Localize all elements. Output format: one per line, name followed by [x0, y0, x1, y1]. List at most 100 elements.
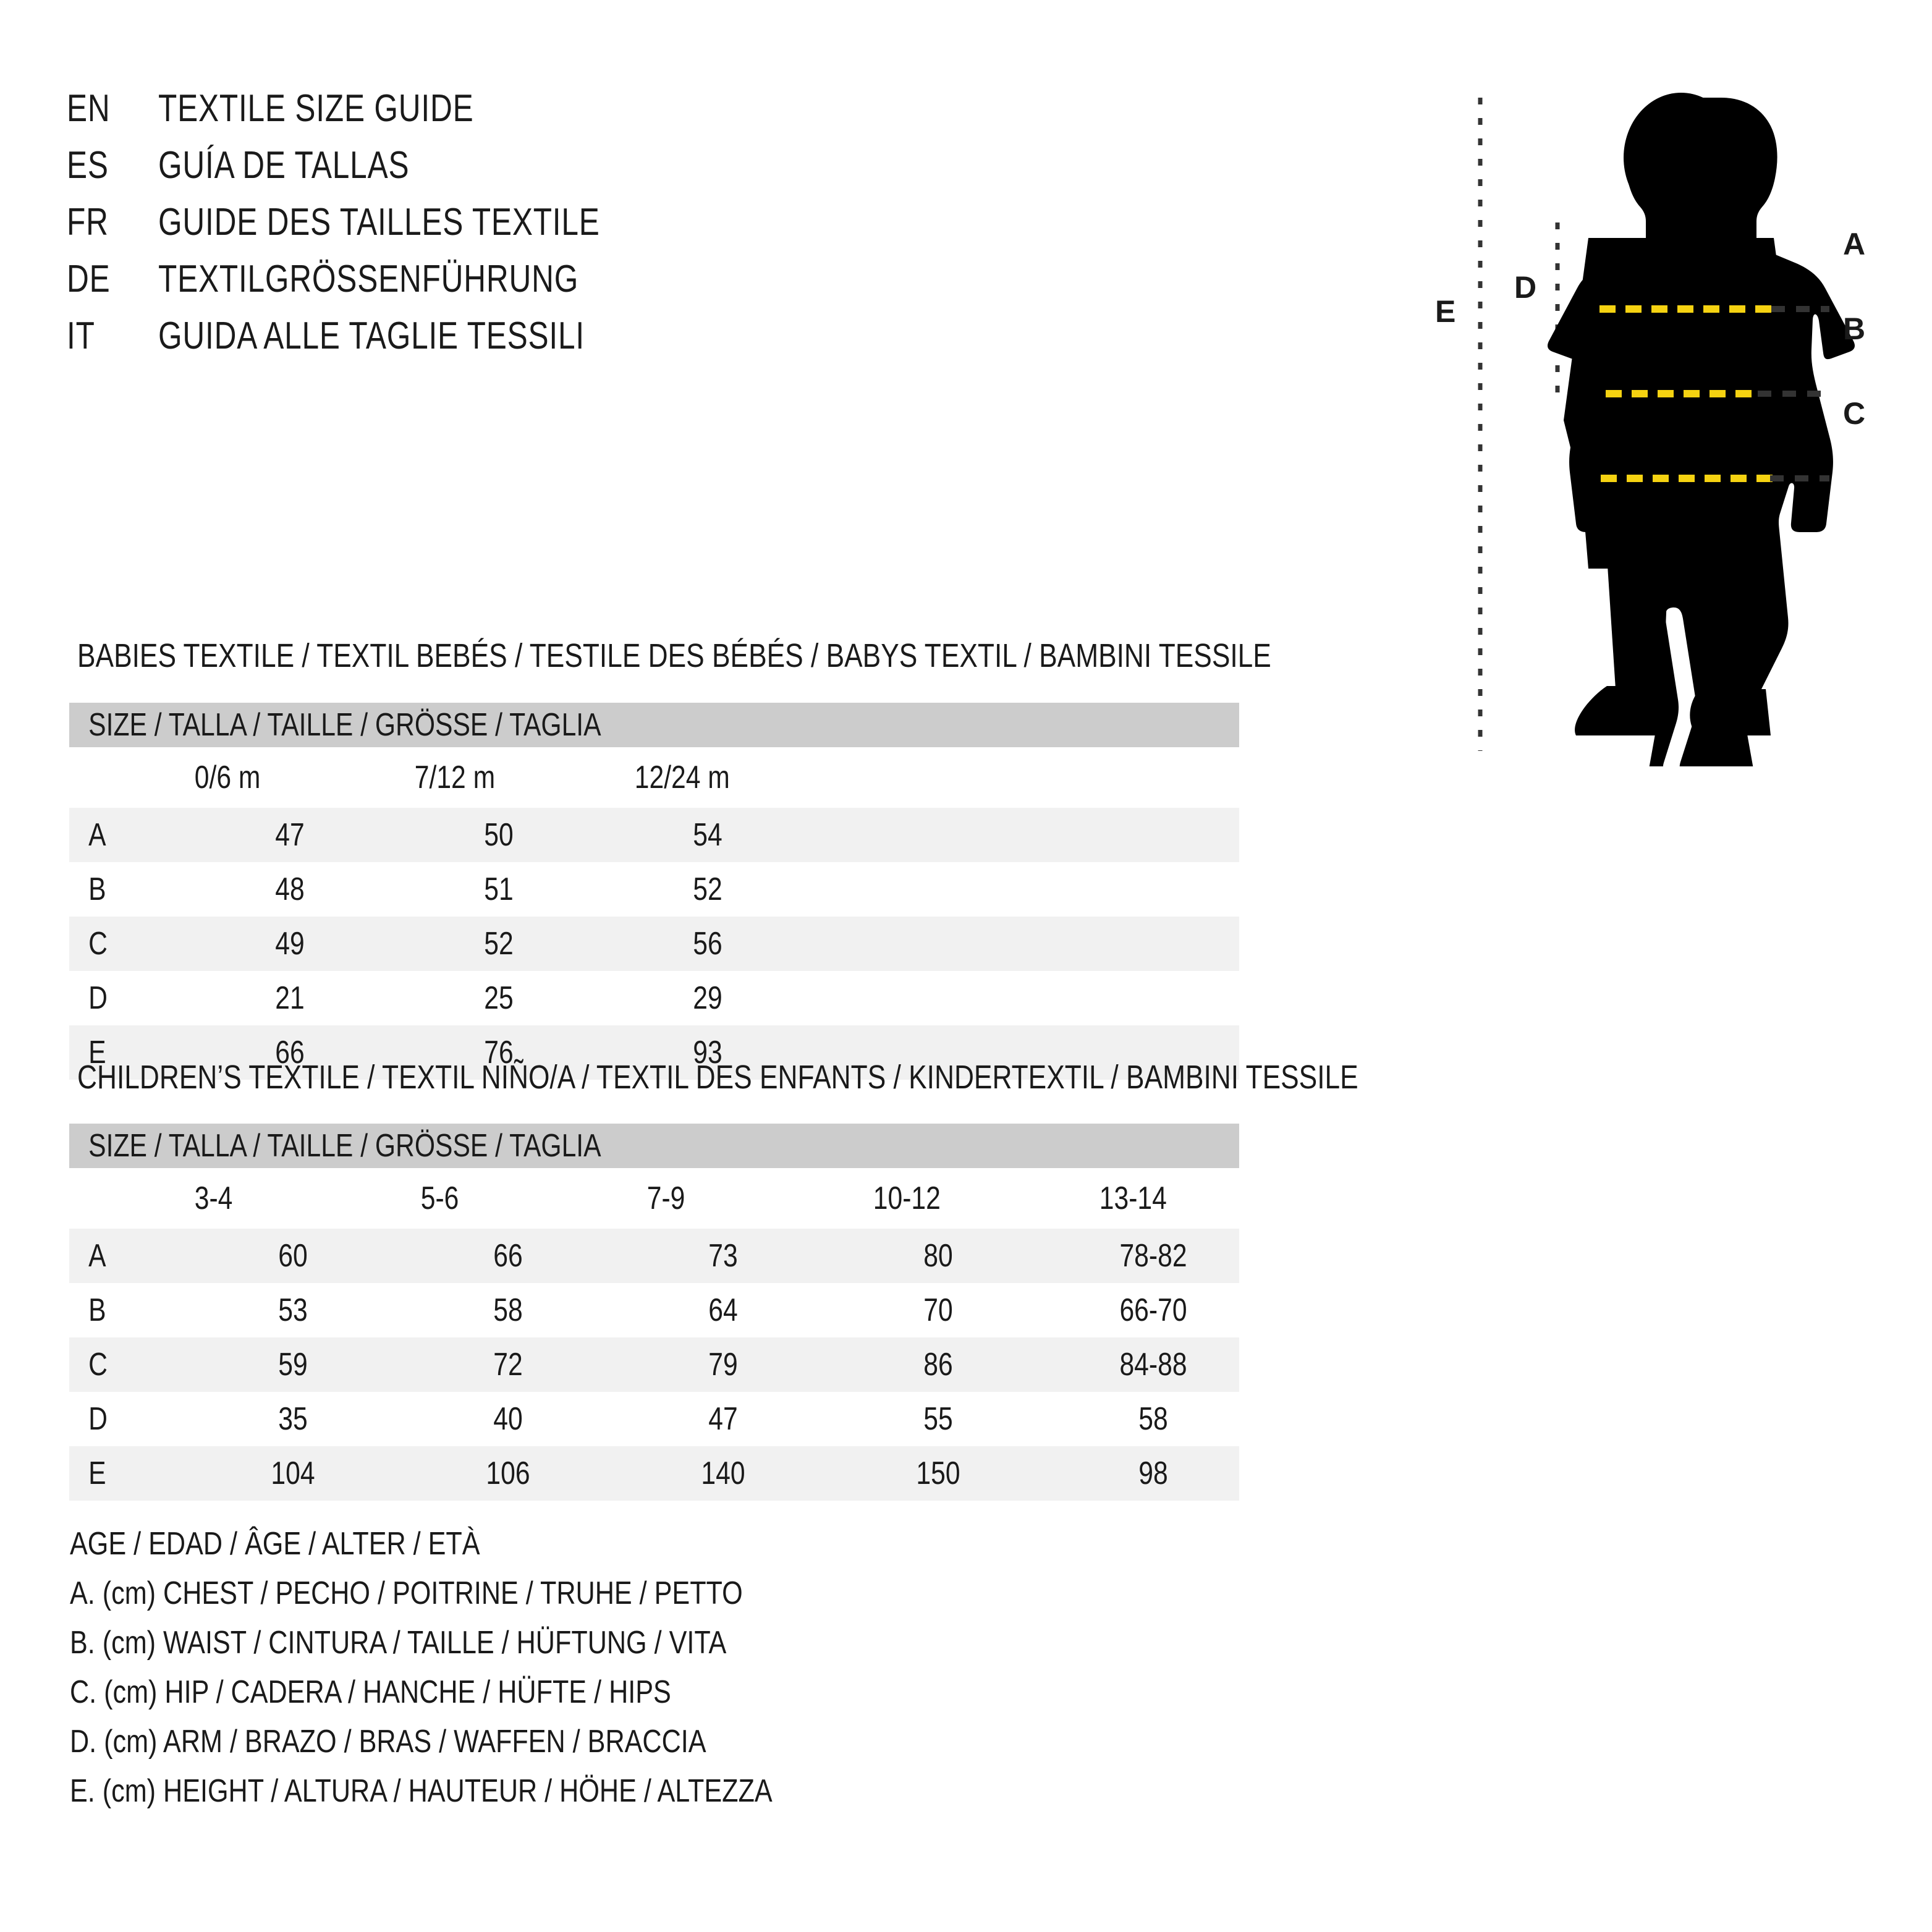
table-cell: 54 — [693, 817, 722, 853]
table-cell: 47 — [275, 817, 305, 853]
table-row: B 53 58 64 70 66-70 — [69, 1283, 1239, 1337]
table-cell: 84-88 — [1119, 1347, 1187, 1383]
table-cell: 70 — [923, 1292, 953, 1328]
table-cell: 29 — [693, 980, 722, 1016]
babies-size-table: SIZE / TALLA / TAILLE / GRÖSSE / TAGLIA … — [69, 703, 1239, 1080]
measure-label-B: B — [1843, 311, 1866, 346]
row-label: B — [88, 871, 106, 907]
language-code: ES — [67, 144, 109, 187]
table-cell: 51 — [484, 871, 514, 907]
table-row: B 48 51 52 — [69, 862, 1239, 917]
language-row: EN TEXTILE SIZE GUIDE — [67, 87, 932, 143]
table-cell: 106 — [486, 1455, 530, 1491]
table-row: C 59 72 79 86 84-88 — [69, 1337, 1239, 1392]
table-cell: 140 — [701, 1455, 745, 1491]
legend-item-hip: C. (cm) HIP / CADERA / HANCHE / HÜFTE / … — [70, 1674, 671, 1710]
table-cell: 50 — [484, 817, 514, 853]
table-cell: 49 — [275, 926, 305, 962]
body-measurement-diagram: E D A B C — [1403, 74, 1916, 766]
column-header: 7-9 — [646, 1180, 685, 1216]
language-row: FR GUIDE DES TAILLES TEXTILE — [67, 200, 932, 257]
legend-item-arm: D. (cm) ARM / BRAZO / BRAS / WAFFEN / BR… — [70, 1724, 706, 1760]
table-row: D 35 40 47 55 58 — [69, 1392, 1239, 1446]
row-label: A — [88, 817, 106, 853]
table-cell: 40 — [493, 1401, 523, 1437]
language-title: TEXTILE SIZE GUIDE — [158, 87, 474, 130]
table-cell: 73 — [708, 1238, 738, 1274]
language-row: IT GUIDA ALLE TAGLIE TESSILI — [67, 314, 932, 371]
table-cell: 150 — [916, 1455, 960, 1491]
row-label: D — [88, 1401, 108, 1437]
children-section-title: CHILDREN’S TEXTILE / TEXTIL NIÑO/A / TEX… — [77, 1059, 1358, 1096]
row-label: E — [88, 1455, 106, 1491]
language-row: DE TEXTILGRÖSSENFÜHRUNG — [67, 257, 932, 314]
table-header-band: SIZE / TALLA / TAILLE / GRÖSSE / TAGLIA — [69, 1124, 1239, 1168]
table-cell: 21 — [275, 980, 305, 1016]
table-cell: 53 — [278, 1292, 308, 1328]
row-label: D — [88, 980, 108, 1016]
legend-item-age: AGE / EDAD / ÂGE / ALTER / ETÀ — [70, 1526, 480, 1562]
table-row: A 60 66 73 80 78-82 — [69, 1229, 1239, 1283]
table-cell: 66 — [275, 1035, 305, 1070]
table-cell: 35 — [278, 1401, 308, 1437]
table-cell: 64 — [708, 1292, 738, 1328]
table-cell: 56 — [693, 926, 722, 962]
table-cell: 58 — [493, 1292, 523, 1328]
column-header-row: 0/6 m 7/12 m 12/24 m — [69, 747, 1239, 808]
table-header-label: SIZE / TALLA / TAILLE / GRÖSSE / TAGLIA — [88, 1128, 601, 1164]
child-silhouette-svg — [1478, 93, 1855, 766]
child-silhouette — [1548, 93, 1855, 766]
row-label: C — [88, 1347, 108, 1383]
column-header: 7/12 m — [414, 760, 496, 795]
table-cell: 80 — [923, 1238, 953, 1274]
language-title: GUÍA DE TALLAS — [158, 144, 410, 187]
language-title-block: EN TEXTILE SIZE GUIDE ES GUÍA DE TALLAS … — [67, 87, 932, 371]
children-size-table: SIZE / TALLA / TAILLE / GRÖSSE / TAGLIA … — [69, 1124, 1239, 1501]
language-title: TEXTILGRÖSSENFÜHRUNG — [158, 258, 579, 300]
table-cell: 55 — [923, 1401, 953, 1437]
measure-label-A: A — [1843, 227, 1866, 261]
language-code: EN — [67, 87, 111, 130]
table-cell: 48 — [275, 871, 305, 907]
table-row: D 21 25 29 — [69, 971, 1239, 1025]
table-cell: 98 — [1138, 1455, 1168, 1491]
table-row: E 104 106 140 150 98 — [69, 1446, 1239, 1501]
table-header-band: SIZE / TALLA / TAILLE / GRÖSSE / TAGLIA — [69, 703, 1239, 747]
measurement-legend: AGE / EDAD / ÂGE / ALTER / ETÀ A. (cm) C… — [70, 1525, 1121, 1822]
table-cell: 93 — [693, 1035, 722, 1070]
measure-label-C: C — [1843, 396, 1866, 431]
table-cell: 66-70 — [1119, 1292, 1187, 1328]
table-cell: 86 — [923, 1347, 953, 1383]
language-title: GUIDA ALLE TAGLIE TESSILI — [158, 315, 585, 357]
table-cell: 76 — [484, 1035, 514, 1070]
language-code: IT — [67, 315, 95, 357]
column-header: 0/6 m — [194, 760, 261, 795]
table-cell: 78-82 — [1119, 1238, 1187, 1274]
table-cell: 79 — [708, 1347, 738, 1383]
table-cell: 59 — [278, 1347, 308, 1383]
table-cell: 52 — [693, 871, 722, 907]
table-cell: 52 — [484, 926, 514, 962]
row-label: B — [88, 1292, 106, 1328]
table-cell: 60 — [278, 1238, 308, 1274]
table-cell: 25 — [484, 980, 514, 1016]
table-cell: 58 — [1138, 1401, 1168, 1437]
legend-item-height: E. (cm) HEIGHT / ALTURA / HAUTEUR / HÖHE… — [70, 1773, 773, 1809]
table-row: C 49 52 56 — [69, 917, 1239, 971]
table-row: E 66 76 93 — [69, 1025, 1239, 1080]
column-header: 12/24 m — [634, 760, 730, 795]
babies-section-title: BABIES TEXTILE / TEXTIL BEBÉS / TESTILE … — [77, 637, 1271, 674]
measure-label-D: D — [1514, 270, 1537, 305]
measure-label-E: E — [1435, 294, 1456, 329]
legend-item-chest: A. (cm) CHEST / PECHO / POITRINE / TRUHE… — [70, 1575, 743, 1611]
column-header: 5-6 — [420, 1180, 459, 1216]
table-cell: 66 — [493, 1238, 523, 1274]
row-label: C — [88, 926, 108, 962]
table-cell: 104 — [271, 1455, 315, 1491]
table-cell: 47 — [708, 1401, 738, 1437]
column-header-row: 3-4 5-6 7-9 10-12 13-14 — [69, 1168, 1239, 1229]
column-header: 13-14 — [1099, 1180, 1167, 1216]
column-header: 3-4 — [194, 1180, 233, 1216]
legend-item-waist: B. (cm) WAIST / CINTURA / TAILLE / HÜFTU… — [70, 1625, 727, 1661]
row-label: E — [88, 1035, 106, 1070]
